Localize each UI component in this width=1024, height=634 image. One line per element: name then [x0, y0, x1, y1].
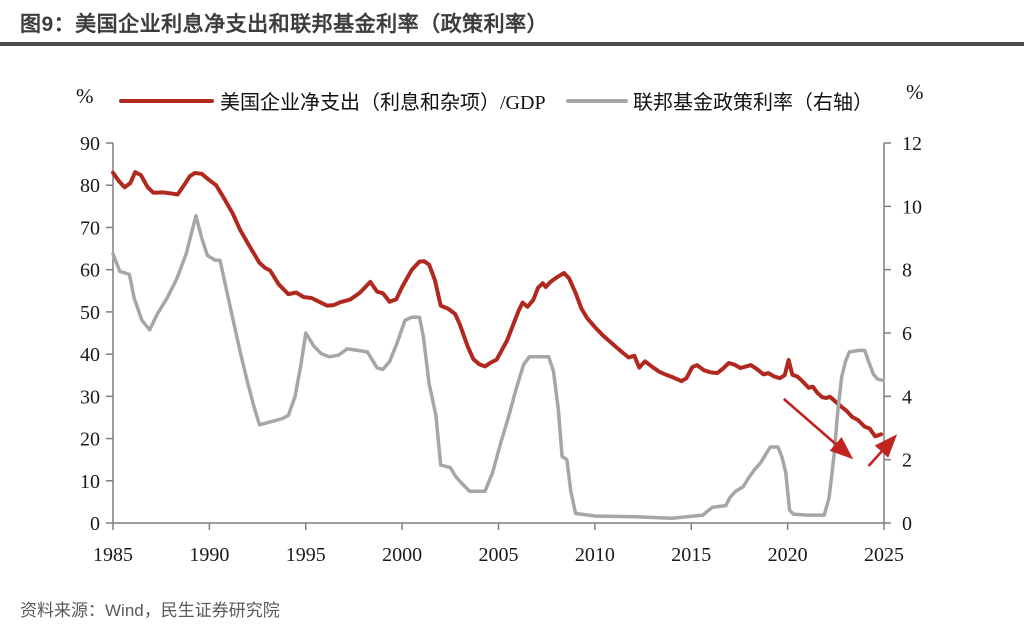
svg-text:2000: 2000 — [382, 544, 422, 566]
title-divider — [0, 42, 1024, 46]
svg-text:1990: 1990 — [189, 544, 229, 566]
svg-text:1985: 1985 — [93, 544, 133, 566]
source-note: 资料来源：Wind，民生证券研究院 — [20, 601, 280, 620]
left-axis-unit-label: % — [76, 84, 94, 108]
legend-item-fed-funds: 联邦基金政策利率（右轴） — [633, 92, 873, 114]
svg-text:20: 20 — [80, 429, 100, 451]
svg-text:6: 6 — [902, 323, 912, 345]
svg-text:60: 60 — [80, 260, 100, 282]
svg-text:0: 0 — [902, 513, 912, 535]
svg-text:10: 10 — [80, 471, 100, 493]
svg-text:2020: 2020 — [768, 544, 808, 566]
legend-item-net-interest: 美国企业净支出（利息和杂项）/GDP — [220, 92, 546, 114]
svg-text:2015: 2015 — [671, 544, 711, 566]
svg-text:90: 90 — [80, 133, 100, 155]
svg-text:10: 10 — [902, 196, 922, 218]
legend-line-swatch-gray — [566, 99, 628, 103]
svg-text:2010: 2010 — [575, 544, 615, 566]
svg-text:12: 12 — [902, 133, 922, 155]
svg-text:40: 40 — [80, 344, 100, 366]
svg-text:1995: 1995 — [286, 544, 326, 566]
svg-text:50: 50 — [80, 302, 100, 324]
figure-title: 图9：美国企业利息净支出和联邦基金利率（政策利率） — [20, 13, 549, 36]
svg-text:4: 4 — [902, 386, 912, 408]
svg-text:80: 80 — [80, 175, 100, 197]
svg-text:0: 0 — [90, 513, 100, 535]
svg-text:2025: 2025 — [864, 544, 904, 566]
svg-text:2: 2 — [902, 450, 912, 472]
legend-line-swatch-red — [119, 99, 214, 103]
svg-text:8: 8 — [902, 260, 912, 282]
svg-text:70: 70 — [80, 217, 100, 239]
right-axis-unit-label: % — [906, 80, 924, 104]
svg-text:30: 30 — [80, 386, 100, 408]
svg-text:2005: 2005 — [479, 544, 519, 566]
